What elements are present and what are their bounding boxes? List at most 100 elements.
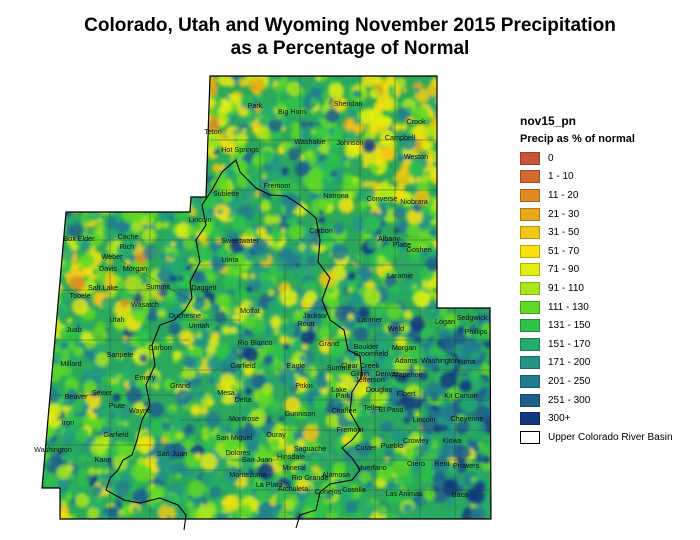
raster-cell	[139, 353, 149, 363]
raster-cell	[128, 379, 138, 389]
raster-cell	[264, 326, 275, 336]
raster-cell	[302, 344, 308, 350]
raster-cell	[485, 152, 490, 157]
raster-cell	[303, 248, 311, 255]
raster-cell	[293, 429, 305, 442]
county-label: Cache	[118, 232, 139, 241]
raster-cell	[175, 472, 182, 480]
raster-cell	[410, 252, 421, 263]
raster-cell	[318, 516, 324, 519]
raster-cell	[352, 257, 361, 265]
raster-cell	[75, 323, 82, 329]
raster-cell	[360, 500, 376, 516]
raster-cell	[187, 224, 198, 236]
raster-cell	[220, 290, 225, 295]
raster-cell	[187, 76, 195, 81]
raster-cell	[71, 400, 84, 413]
county-label: Sanpete	[107, 350, 134, 359]
raster-cell	[353, 326, 369, 342]
raster-cell	[158, 151, 177, 169]
raster-cell	[476, 233, 485, 242]
raster-cell	[113, 105, 122, 115]
raster-cell	[210, 389, 224, 403]
county-label: Routt	[297, 319, 314, 328]
raster-cell	[241, 378, 252, 389]
raster-cell	[319, 450, 335, 465]
raster-cell	[145, 195, 160, 211]
raster-cell	[477, 201, 491, 216]
raster-cell	[377, 169, 384, 175]
raster-cell	[443, 390, 448, 395]
raster-cell	[373, 76, 383, 85]
raster-cell	[87, 128, 100, 140]
raster-cell	[444, 121, 454, 130]
raster-cell	[453, 139, 461, 146]
raster-cell	[439, 372, 457, 390]
county-label: Summit	[146, 282, 170, 291]
county-label: Carbon	[148, 343, 172, 352]
raster-cell	[68, 354, 79, 364]
raster-cell	[134, 263, 142, 270]
raster-cell	[469, 116, 486, 133]
raster-cell	[175, 108, 193, 126]
county-label: Gunnison	[285, 409, 316, 418]
county-label: Custer	[355, 443, 377, 452]
raster-cell	[222, 220, 228, 226]
raster-cell	[439, 90, 449, 100]
raster-cell	[372, 164, 380, 172]
raster-cell	[281, 107, 286, 113]
raster-cell	[172, 157, 182, 166]
raster-cell	[290, 129, 302, 140]
raster-cell	[131, 354, 137, 359]
raster-cell	[235, 427, 249, 441]
raster-cell	[97, 89, 112, 104]
raster-cell	[425, 381, 444, 400]
raster-cell	[180, 469, 190, 479]
raster-cell	[478, 206, 491, 223]
raster-cell	[333, 369, 341, 377]
raster-cell	[188, 344, 194, 350]
raster-cell	[209, 485, 222, 499]
county-label: Jackson	[303, 311, 329, 320]
raster-cell	[152, 134, 169, 152]
raster-cell	[153, 82, 168, 97]
raster-cell	[44, 79, 62, 96]
county-label: Costilla	[342, 485, 366, 494]
raster-cell	[169, 87, 183, 102]
raster-cell	[170, 141, 179, 151]
raster-cell	[210, 332, 220, 342]
county-line	[119, 259, 191, 301]
map-title-line1: Colorado, Utah and Wyoming November 2015…	[84, 15, 616, 36]
raster-cell	[311, 129, 316, 135]
raster-cell	[270, 190, 279, 199]
raster-cell	[150, 485, 165, 500]
raster-cell	[466, 78, 471, 83]
raster-cell	[402, 503, 414, 514]
raster-cell	[414, 152, 420, 158]
raster-cell	[106, 100, 124, 117]
raster-cell	[242, 273, 249, 280]
raster-cell	[446, 265, 451, 270]
raster-cell	[466, 203, 474, 211]
legend-swatch	[520, 188, 540, 202]
raster-cell	[70, 498, 76, 504]
legend-row: 1 - 10	[520, 168, 690, 187]
raster-cell	[418, 455, 433, 469]
county-label: Alamosa	[322, 470, 350, 479]
county-label: Saguache	[294, 444, 326, 453]
raster-cell	[421, 139, 434, 152]
raster-cell	[270, 170, 280, 181]
raster-cell	[360, 108, 378, 126]
raster-cell	[131, 186, 142, 197]
raster-cell	[55, 83, 67, 95]
raster-cell	[171, 80, 178, 86]
raster-cell	[88, 231, 104, 247]
raster-cell	[174, 145, 189, 159]
raster-cell	[175, 179, 185, 190]
legend-row: 111 - 130	[520, 298, 690, 317]
raster-cell	[117, 153, 122, 159]
raster-cell	[62, 219, 70, 227]
county-label: Hot Springs	[221, 145, 259, 154]
county-label: San Juan	[242, 455, 272, 464]
raster-cell	[44, 250, 50, 255]
